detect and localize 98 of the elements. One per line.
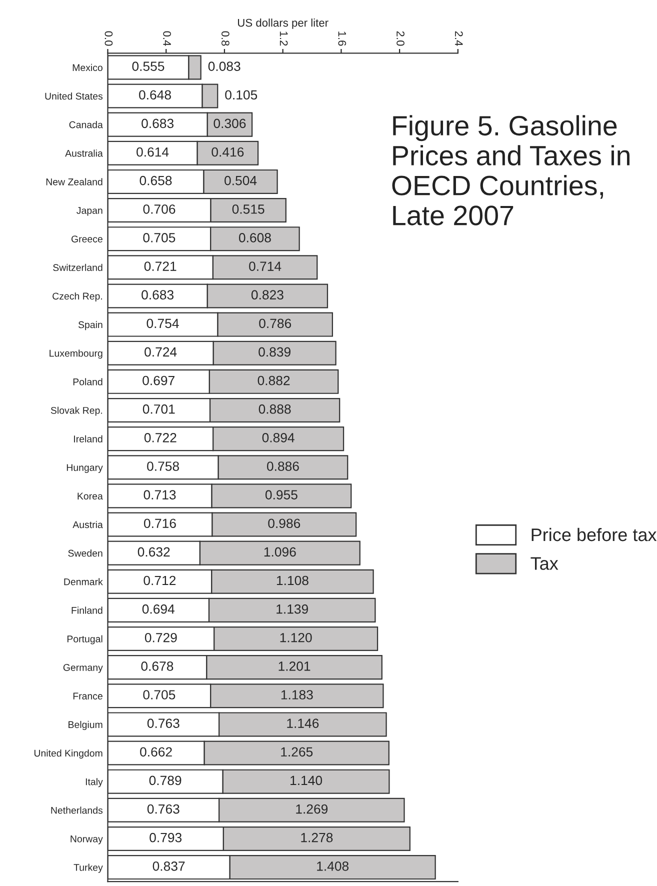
data-label: 0.705 bbox=[143, 690, 176, 700]
data-label: 0.658 bbox=[140, 176, 172, 186]
x-tick-label: 0.0 bbox=[104, 31, 113, 46]
y-tick-label: Mexico bbox=[72, 64, 102, 72]
data-label: 0.712 bbox=[144, 576, 176, 586]
data-label: 0.882 bbox=[258, 376, 290, 386]
x-tick-label: 1.2 bbox=[280, 32, 288, 46]
y-tick-label: Denmark bbox=[64, 578, 103, 586]
y-tick-label: Germany bbox=[63, 664, 103, 673]
data-label: 0.648 bbox=[139, 90, 171, 100]
y-tick-label: Luxembourg bbox=[50, 350, 102, 359]
y-tick-label: Poland bbox=[73, 378, 102, 386]
data-label: 1.146 bbox=[287, 718, 319, 728]
data-label: 1.408 bbox=[317, 861, 349, 871]
y-tick-label: United Kingdom bbox=[34, 750, 102, 759]
data-label: 0.083 bbox=[208, 62, 240, 71]
data-label: 0.754 bbox=[146, 318, 179, 328]
data-label: 0.886 bbox=[266, 462, 299, 471]
data-label: 0.894 bbox=[262, 433, 294, 442]
y-tick-label: Sweden bbox=[68, 550, 102, 557]
data-label: 0.706 bbox=[143, 204, 176, 214]
y-tick-label: Canada bbox=[69, 121, 103, 128]
x-axis-title: US dollars per liter bbox=[238, 18, 328, 29]
data-label: 0.721 bbox=[144, 262, 176, 271]
data-label: 0.722 bbox=[144, 433, 176, 442]
data-label: 0.105 bbox=[225, 90, 258, 100]
y-tick-label: Korea bbox=[78, 492, 103, 500]
legend-label: Tax bbox=[530, 557, 558, 570]
data-label: 0.823 bbox=[251, 290, 284, 300]
data-label: 1.139 bbox=[276, 604, 308, 614]
data-label: 1.269 bbox=[296, 804, 328, 814]
y-tick-label: Japan bbox=[76, 207, 102, 216]
data-label: 0.697 bbox=[142, 376, 174, 386]
data-label: 0.306 bbox=[214, 118, 246, 128]
x-tick-label: 2.4 bbox=[455, 31, 463, 46]
y-tick-label: Portugal bbox=[67, 635, 102, 644]
data-label: 0.416 bbox=[212, 147, 244, 157]
data-label: 0.955 bbox=[265, 490, 298, 500]
data-label: 0.555 bbox=[132, 62, 164, 71]
data-label: 0.786 bbox=[259, 318, 292, 328]
y-tick-label: Austria bbox=[72, 520, 103, 528]
y-tick-label: Finland bbox=[72, 606, 102, 614]
data-label: 0.839 bbox=[258, 347, 290, 357]
data-label: 1.140 bbox=[290, 776, 322, 786]
data-label: 0.729 bbox=[144, 632, 177, 642]
data-label: 1.108 bbox=[276, 576, 308, 586]
data-label: 1.096 bbox=[264, 547, 296, 557]
data-label: 0.789 bbox=[149, 776, 182, 786]
y-tick-label: Switzerland bbox=[53, 264, 102, 272]
y-tick-label: United States bbox=[45, 92, 103, 100]
y-tick-label: Belgium bbox=[68, 720, 102, 730]
data-label: 0.678 bbox=[141, 662, 174, 671]
data-label: 0.837 bbox=[152, 861, 185, 871]
y-tick-label: Australia bbox=[65, 150, 103, 157]
data-label: 0.986 bbox=[268, 518, 300, 528]
x-tick-label: 0.8 bbox=[221, 31, 230, 46]
y-tick-label: Greece bbox=[71, 236, 102, 242]
data-label: 0.763 bbox=[147, 718, 180, 728]
x-tick-label: 1.6 bbox=[338, 32, 346, 46]
data-label: 0.793 bbox=[150, 832, 182, 842]
data-label: 1.120 bbox=[280, 632, 312, 642]
y-tick-label: Italy bbox=[86, 778, 103, 788]
y-tick-label: Ireland bbox=[74, 435, 102, 442]
data-label: 0.705 bbox=[143, 233, 176, 242]
y-tick-label: Slovak Rep. bbox=[50, 406, 102, 416]
data-label: 0.608 bbox=[238, 233, 271, 242]
data-label: 0.716 bbox=[144, 518, 176, 528]
data-label: 1.183 bbox=[281, 690, 313, 700]
data-label: 0.694 bbox=[142, 604, 175, 614]
data-label: 1.201 bbox=[278, 662, 310, 671]
data-label: 0.758 bbox=[147, 462, 179, 471]
x-tick-label: 2.0 bbox=[396, 31, 404, 46]
y-tick-label: Netherlands bbox=[51, 806, 103, 814]
data-label: 0.504 bbox=[224, 176, 257, 186]
x-tick-label: 0.4 bbox=[163, 31, 171, 46]
data-label: 1.265 bbox=[281, 747, 313, 757]
legend-label: Price before tax bbox=[532, 528, 657, 542]
y-tick-label: Hungary bbox=[66, 464, 103, 473]
y-tick-label: New Zealand bbox=[46, 178, 102, 186]
data-label: 0.614 bbox=[136, 147, 169, 157]
y-tick-label: Norway bbox=[70, 836, 103, 844]
y-tick-label: Czech Rep. bbox=[52, 292, 102, 302]
y-tick-label: France bbox=[73, 692, 102, 700]
text: Figure 5. Gasoline Prices and Taxes in OECD Countries, Late 2007 bbox=[392, 115, 630, 226]
data-label: 0.714 bbox=[249, 262, 282, 271]
data-label: 0.763 bbox=[147, 804, 180, 814]
data-label: 0.713 bbox=[144, 490, 176, 500]
y-tick-label: Turkey bbox=[74, 864, 103, 873]
data-label: 0.632 bbox=[138, 547, 170, 557]
data-label: 0.724 bbox=[144, 347, 177, 357]
data-label: 0.683 bbox=[142, 118, 174, 128]
data-label: 1.278 bbox=[301, 832, 333, 842]
data-label: 0.888 bbox=[258, 404, 291, 414]
data-label: 0.683 bbox=[142, 290, 174, 300]
y-tick-label: Spain bbox=[78, 321, 102, 330]
data-label: 0.515 bbox=[232, 204, 264, 214]
data-label: 0.662 bbox=[140, 747, 172, 757]
data-label: 0.701 bbox=[142, 404, 175, 414]
